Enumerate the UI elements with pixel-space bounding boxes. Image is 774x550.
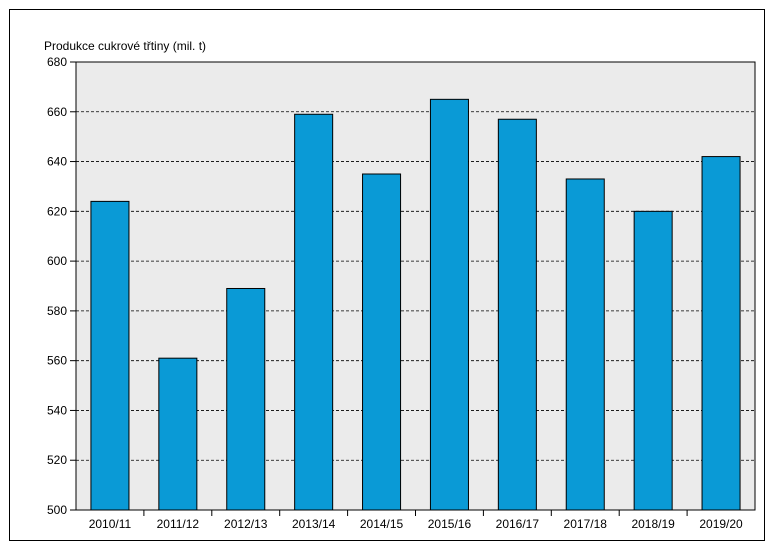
- y-tick-label: 640: [47, 155, 67, 169]
- y-tick-labels: 500 520 540 560 580 600 620 640 660 680: [47, 55, 67, 517]
- bar-2014-15: [362, 173, 402, 511]
- x-tick-label: 2011/12: [157, 517, 200, 531]
- bar-2015-16: [429, 98, 469, 511]
- bars: [90, 98, 741, 511]
- y-tick-label: 560: [47, 354, 67, 368]
- y-tick-label: 660: [47, 105, 67, 119]
- bar-2016-17: [497, 118, 537, 511]
- x-tick-labels: 2010/11 2011/12 2012/13 2013/14 2014/15 2015/…: [89, 517, 743, 531]
- y-tick-label: 620: [47, 204, 67, 218]
- bar-2011-12: [158, 357, 198, 511]
- y-tick-label: 500: [47, 503, 67, 517]
- y-tick-label: 540: [47, 403, 67, 417]
- x-tick-label: 2013/14: [292, 517, 336, 531]
- y-tick-label: 580: [47, 304, 67, 318]
- y-tick-label: 520: [47, 453, 67, 467]
- x-tick-label: 2019/20: [699, 517, 743, 531]
- x-tick-label: 2010/11: [89, 517, 132, 531]
- x-tick-label: 2015/16: [428, 517, 472, 531]
- bar-2019-20: [701, 156, 741, 511]
- x-tick-label: 2012/13: [224, 517, 268, 531]
- x-tick-label: 2014/15: [360, 517, 404, 531]
- y-tick-label: 600: [47, 254, 67, 268]
- axes: [70, 61, 688, 516]
- x-tick-label: 2018/19: [631, 517, 675, 531]
- bar-2013-14: [294, 113, 334, 511]
- y-axis-label: Produkce cukrové třtiny (mil. t): [44, 39, 206, 53]
- x-tick-label: 2017/18: [564, 517, 608, 531]
- bar-2012-13: [226, 287, 266, 511]
- x-tick-label: 2016/17: [496, 517, 540, 531]
- bar-2010-11: [90, 200, 130, 511]
- y-tick-label: 680: [47, 55, 67, 69]
- bar-2017-18: [565, 178, 605, 511]
- bar-2018-19: [633, 210, 673, 511]
